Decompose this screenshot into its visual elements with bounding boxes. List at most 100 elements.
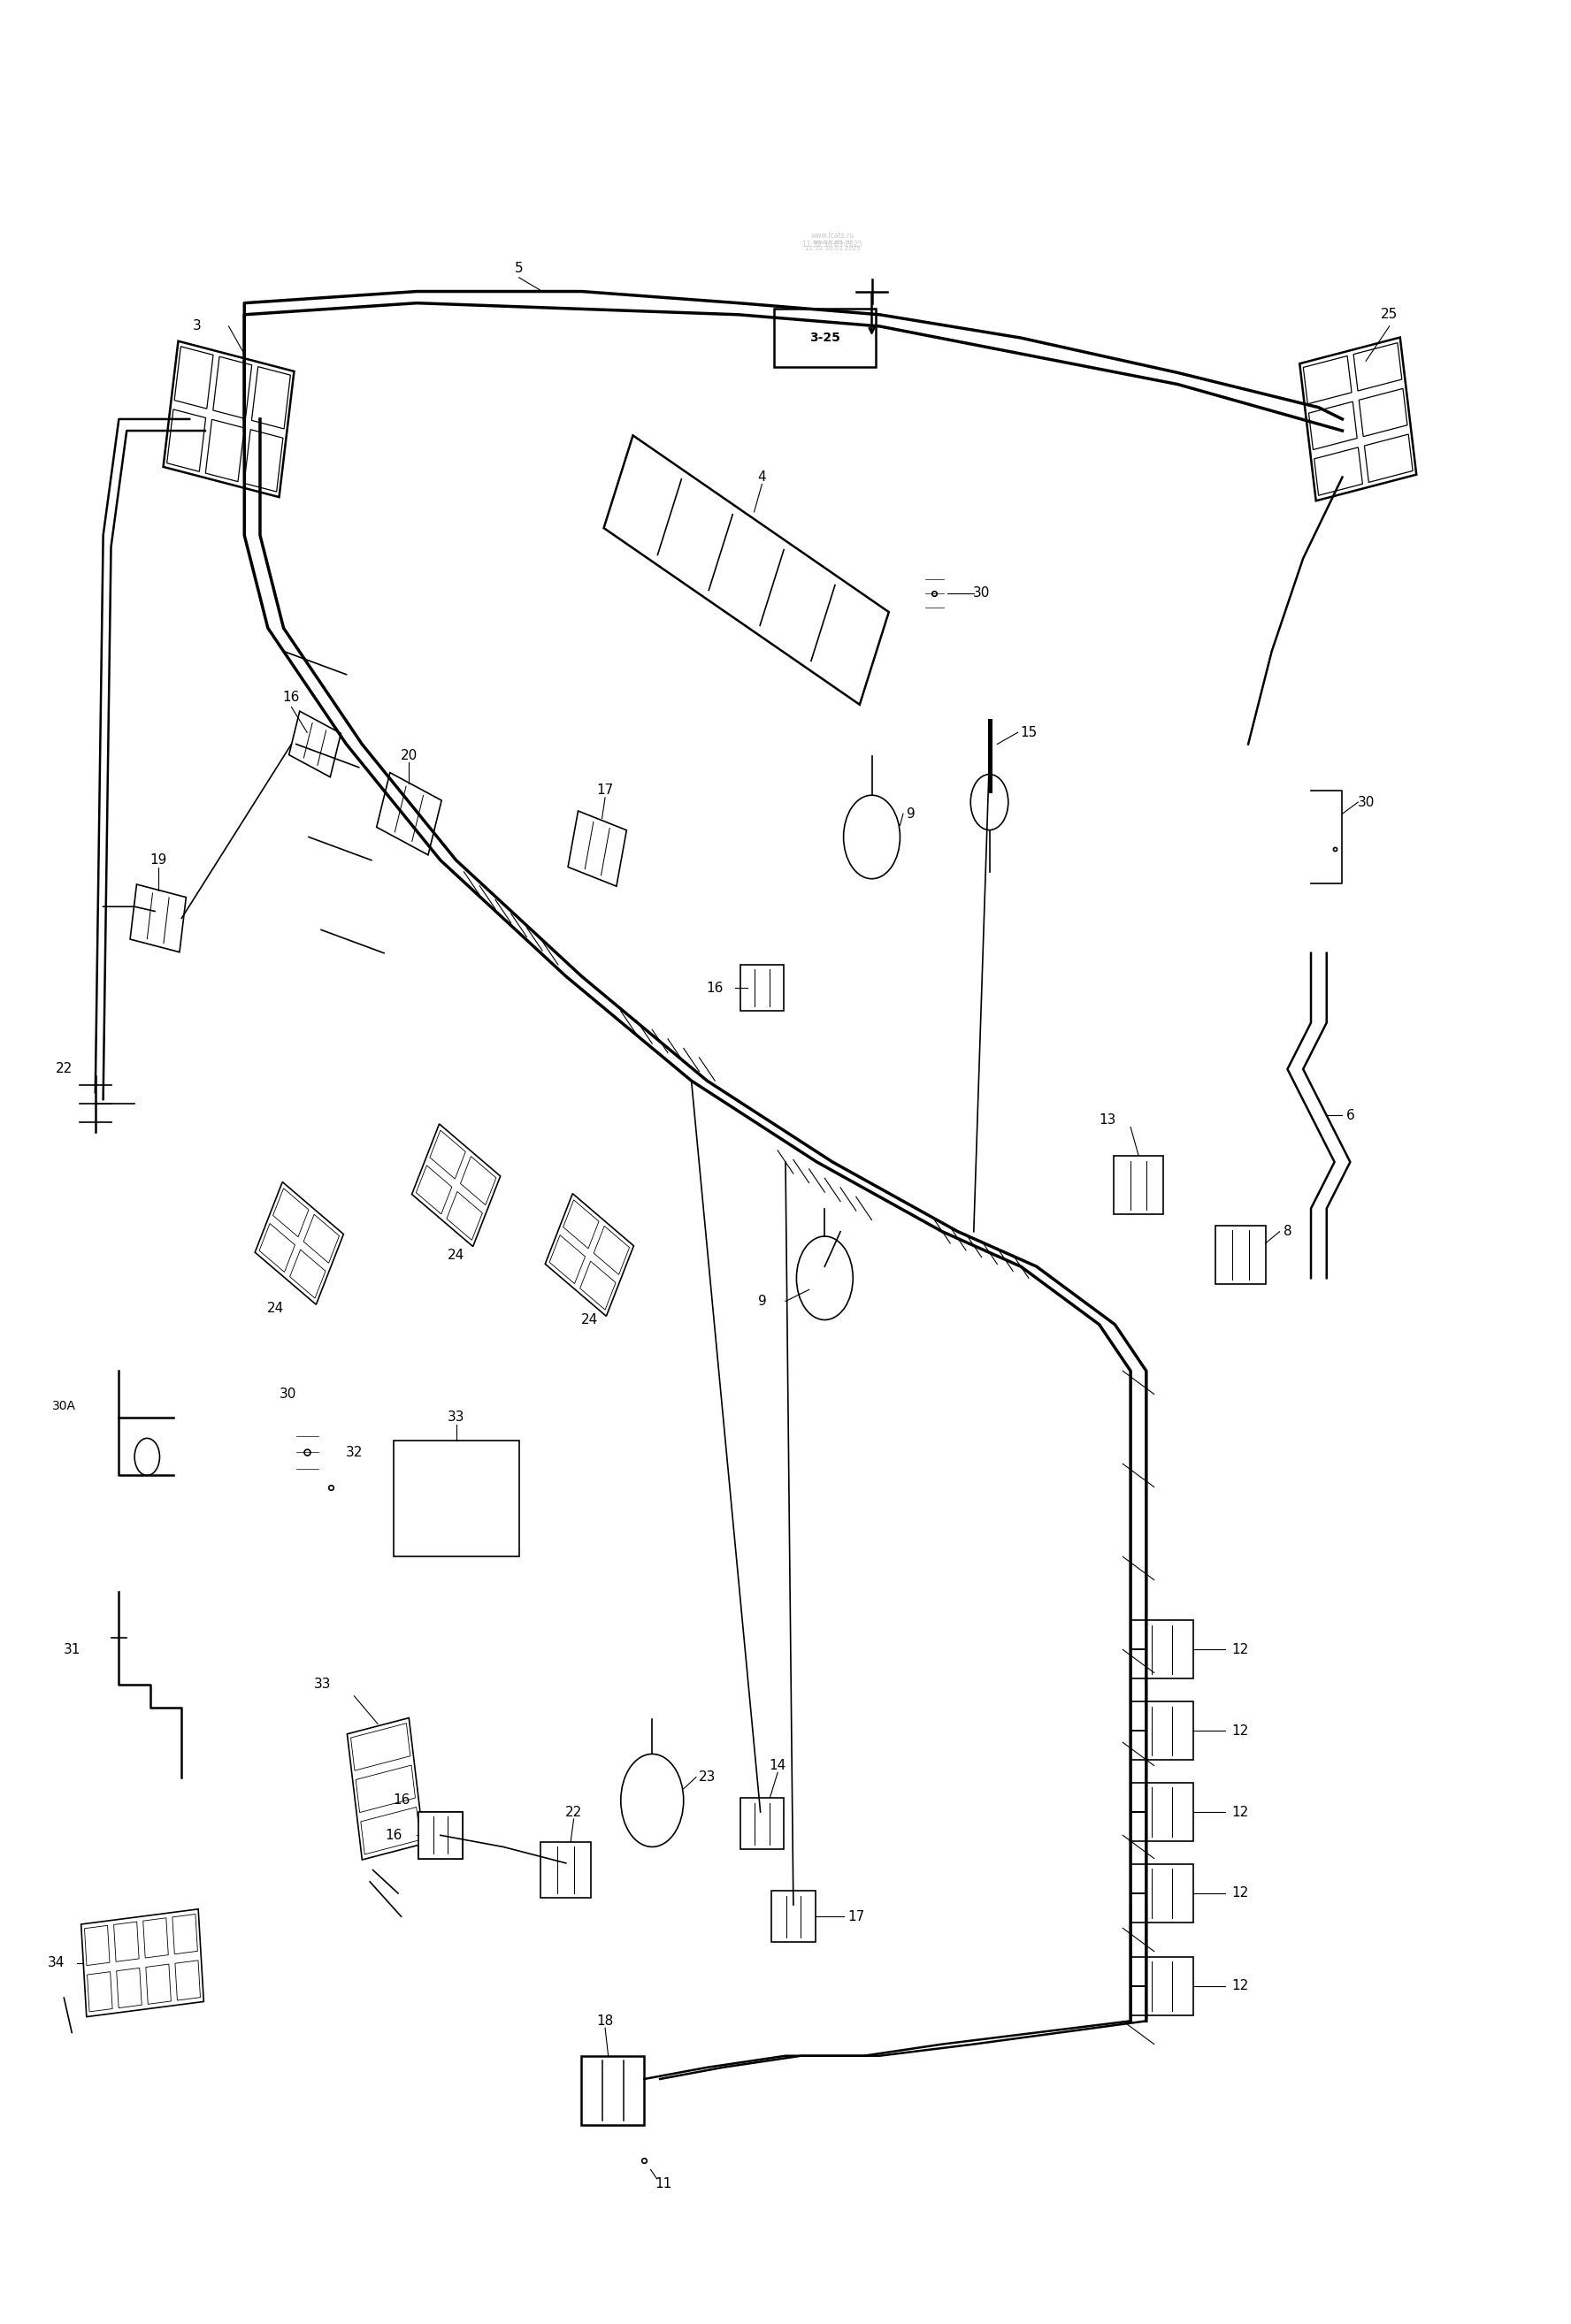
- Text: 22: 22: [55, 1062, 72, 1076]
- Bar: [85, 1927, 110, 1966]
- Bar: [775, 309, 875, 367]
- Circle shape: [971, 774, 1009, 830]
- Bar: [347, 1717, 424, 1859]
- Bar: [1131, 1864, 1194, 1922]
- Text: 16: 16: [385, 1829, 402, 1843]
- Text: www.lcats.ru
11:32 30.03.2025: www.lcats.ru 11:32 30.03.2025: [803, 232, 862, 249]
- Text: 3: 3: [193, 321, 201, 332]
- Bar: [350, 1724, 410, 1771]
- Text: 12: 12: [1232, 1724, 1249, 1738]
- Bar: [1309, 402, 1357, 449]
- Bar: [244, 430, 283, 493]
- Bar: [460, 1157, 496, 1204]
- Bar: [214, 356, 251, 418]
- Text: 25: 25: [1381, 309, 1398, 321]
- Bar: [206, 418, 245, 481]
- Bar: [113, 1922, 138, 1961]
- Bar: [174, 346, 214, 409]
- Bar: [1359, 388, 1408, 437]
- Text: 31: 31: [63, 1643, 80, 1657]
- Bar: [771, 1892, 815, 1943]
- Bar: [1364, 435, 1412, 483]
- Text: 33: 33: [314, 1678, 331, 1692]
- Circle shape: [844, 795, 900, 878]
- Text: 30: 30: [972, 586, 990, 600]
- Text: 14: 14: [770, 1759, 786, 1773]
- Bar: [569, 811, 627, 885]
- Bar: [273, 1188, 308, 1236]
- Bar: [393, 1441, 518, 1557]
- Text: www.lcats.ru
11:32 30.03.2025: www.lcats.ru 11:32 30.03.2025: [804, 239, 861, 251]
- Text: 8: 8: [1284, 1225, 1291, 1239]
- Text: 22: 22: [566, 1806, 583, 1820]
- Circle shape: [135, 1439, 160, 1476]
- Bar: [251, 367, 291, 430]
- Bar: [255, 1183, 344, 1304]
- Text: 11: 11: [655, 2178, 672, 2189]
- Text: 9: 9: [906, 806, 916, 820]
- Bar: [1131, 1783, 1194, 1841]
- Bar: [1114, 1157, 1164, 1213]
- Bar: [412, 1125, 501, 1246]
- Bar: [259, 1222, 295, 1271]
- Text: 32: 32: [346, 1446, 363, 1459]
- Bar: [143, 1917, 168, 1957]
- Bar: [594, 1227, 630, 1274]
- Bar: [740, 1799, 784, 1850]
- Bar: [416, 1164, 452, 1213]
- Bar: [1299, 337, 1417, 500]
- Text: 24: 24: [267, 1301, 284, 1315]
- Bar: [1354, 344, 1401, 390]
- Bar: [289, 711, 341, 776]
- Bar: [446, 1192, 482, 1241]
- Text: 33: 33: [448, 1411, 465, 1425]
- Bar: [418, 1813, 462, 1859]
- Circle shape: [796, 1236, 853, 1320]
- Bar: [580, 1262, 616, 1311]
- Text: 23: 23: [699, 1771, 716, 1785]
- Bar: [430, 1129, 465, 1178]
- Bar: [545, 1195, 633, 1315]
- Bar: [361, 1808, 421, 1855]
- Text: 3-25: 3-25: [809, 332, 840, 344]
- Bar: [562, 1199, 599, 1248]
- Text: 34: 34: [47, 1957, 64, 1968]
- Text: 12: 12: [1232, 1643, 1249, 1657]
- Text: 17: 17: [597, 783, 614, 797]
- Bar: [146, 1964, 171, 2003]
- Text: 6: 6: [1346, 1109, 1354, 1122]
- Bar: [116, 1968, 141, 2008]
- Text: 4: 4: [757, 469, 767, 483]
- Circle shape: [621, 1755, 683, 1848]
- Bar: [1131, 1957, 1194, 2015]
- Text: 15: 15: [1020, 725, 1037, 739]
- Bar: [1304, 356, 1351, 404]
- Bar: [1131, 1701, 1194, 1759]
- Bar: [1315, 446, 1362, 495]
- Text: 9: 9: [757, 1294, 767, 1308]
- Bar: [130, 885, 185, 953]
- Bar: [174, 1961, 201, 2001]
- Bar: [1216, 1225, 1266, 1283]
- Text: 16: 16: [283, 690, 300, 704]
- Bar: [82, 1908, 204, 2017]
- Bar: [418, 1813, 462, 1859]
- Bar: [603, 435, 889, 704]
- Text: 24: 24: [581, 1313, 599, 1327]
- Text: 12: 12: [1232, 1980, 1249, 1992]
- Bar: [1131, 1620, 1194, 1678]
- Text: 30: 30: [1357, 795, 1375, 809]
- Text: 19: 19: [149, 853, 167, 867]
- Bar: [740, 964, 784, 1011]
- Text: 17: 17: [848, 1910, 864, 1924]
- Bar: [377, 772, 441, 855]
- Text: 16: 16: [393, 1794, 410, 1808]
- Text: 12: 12: [1232, 1887, 1249, 1901]
- Bar: [540, 1843, 591, 1899]
- Bar: [355, 1766, 415, 1813]
- Text: 16: 16: [707, 981, 724, 995]
- Text: 30: 30: [280, 1387, 297, 1401]
- Bar: [173, 1915, 198, 1954]
- Text: 30A: 30A: [52, 1399, 75, 1413]
- Bar: [303, 1215, 339, 1262]
